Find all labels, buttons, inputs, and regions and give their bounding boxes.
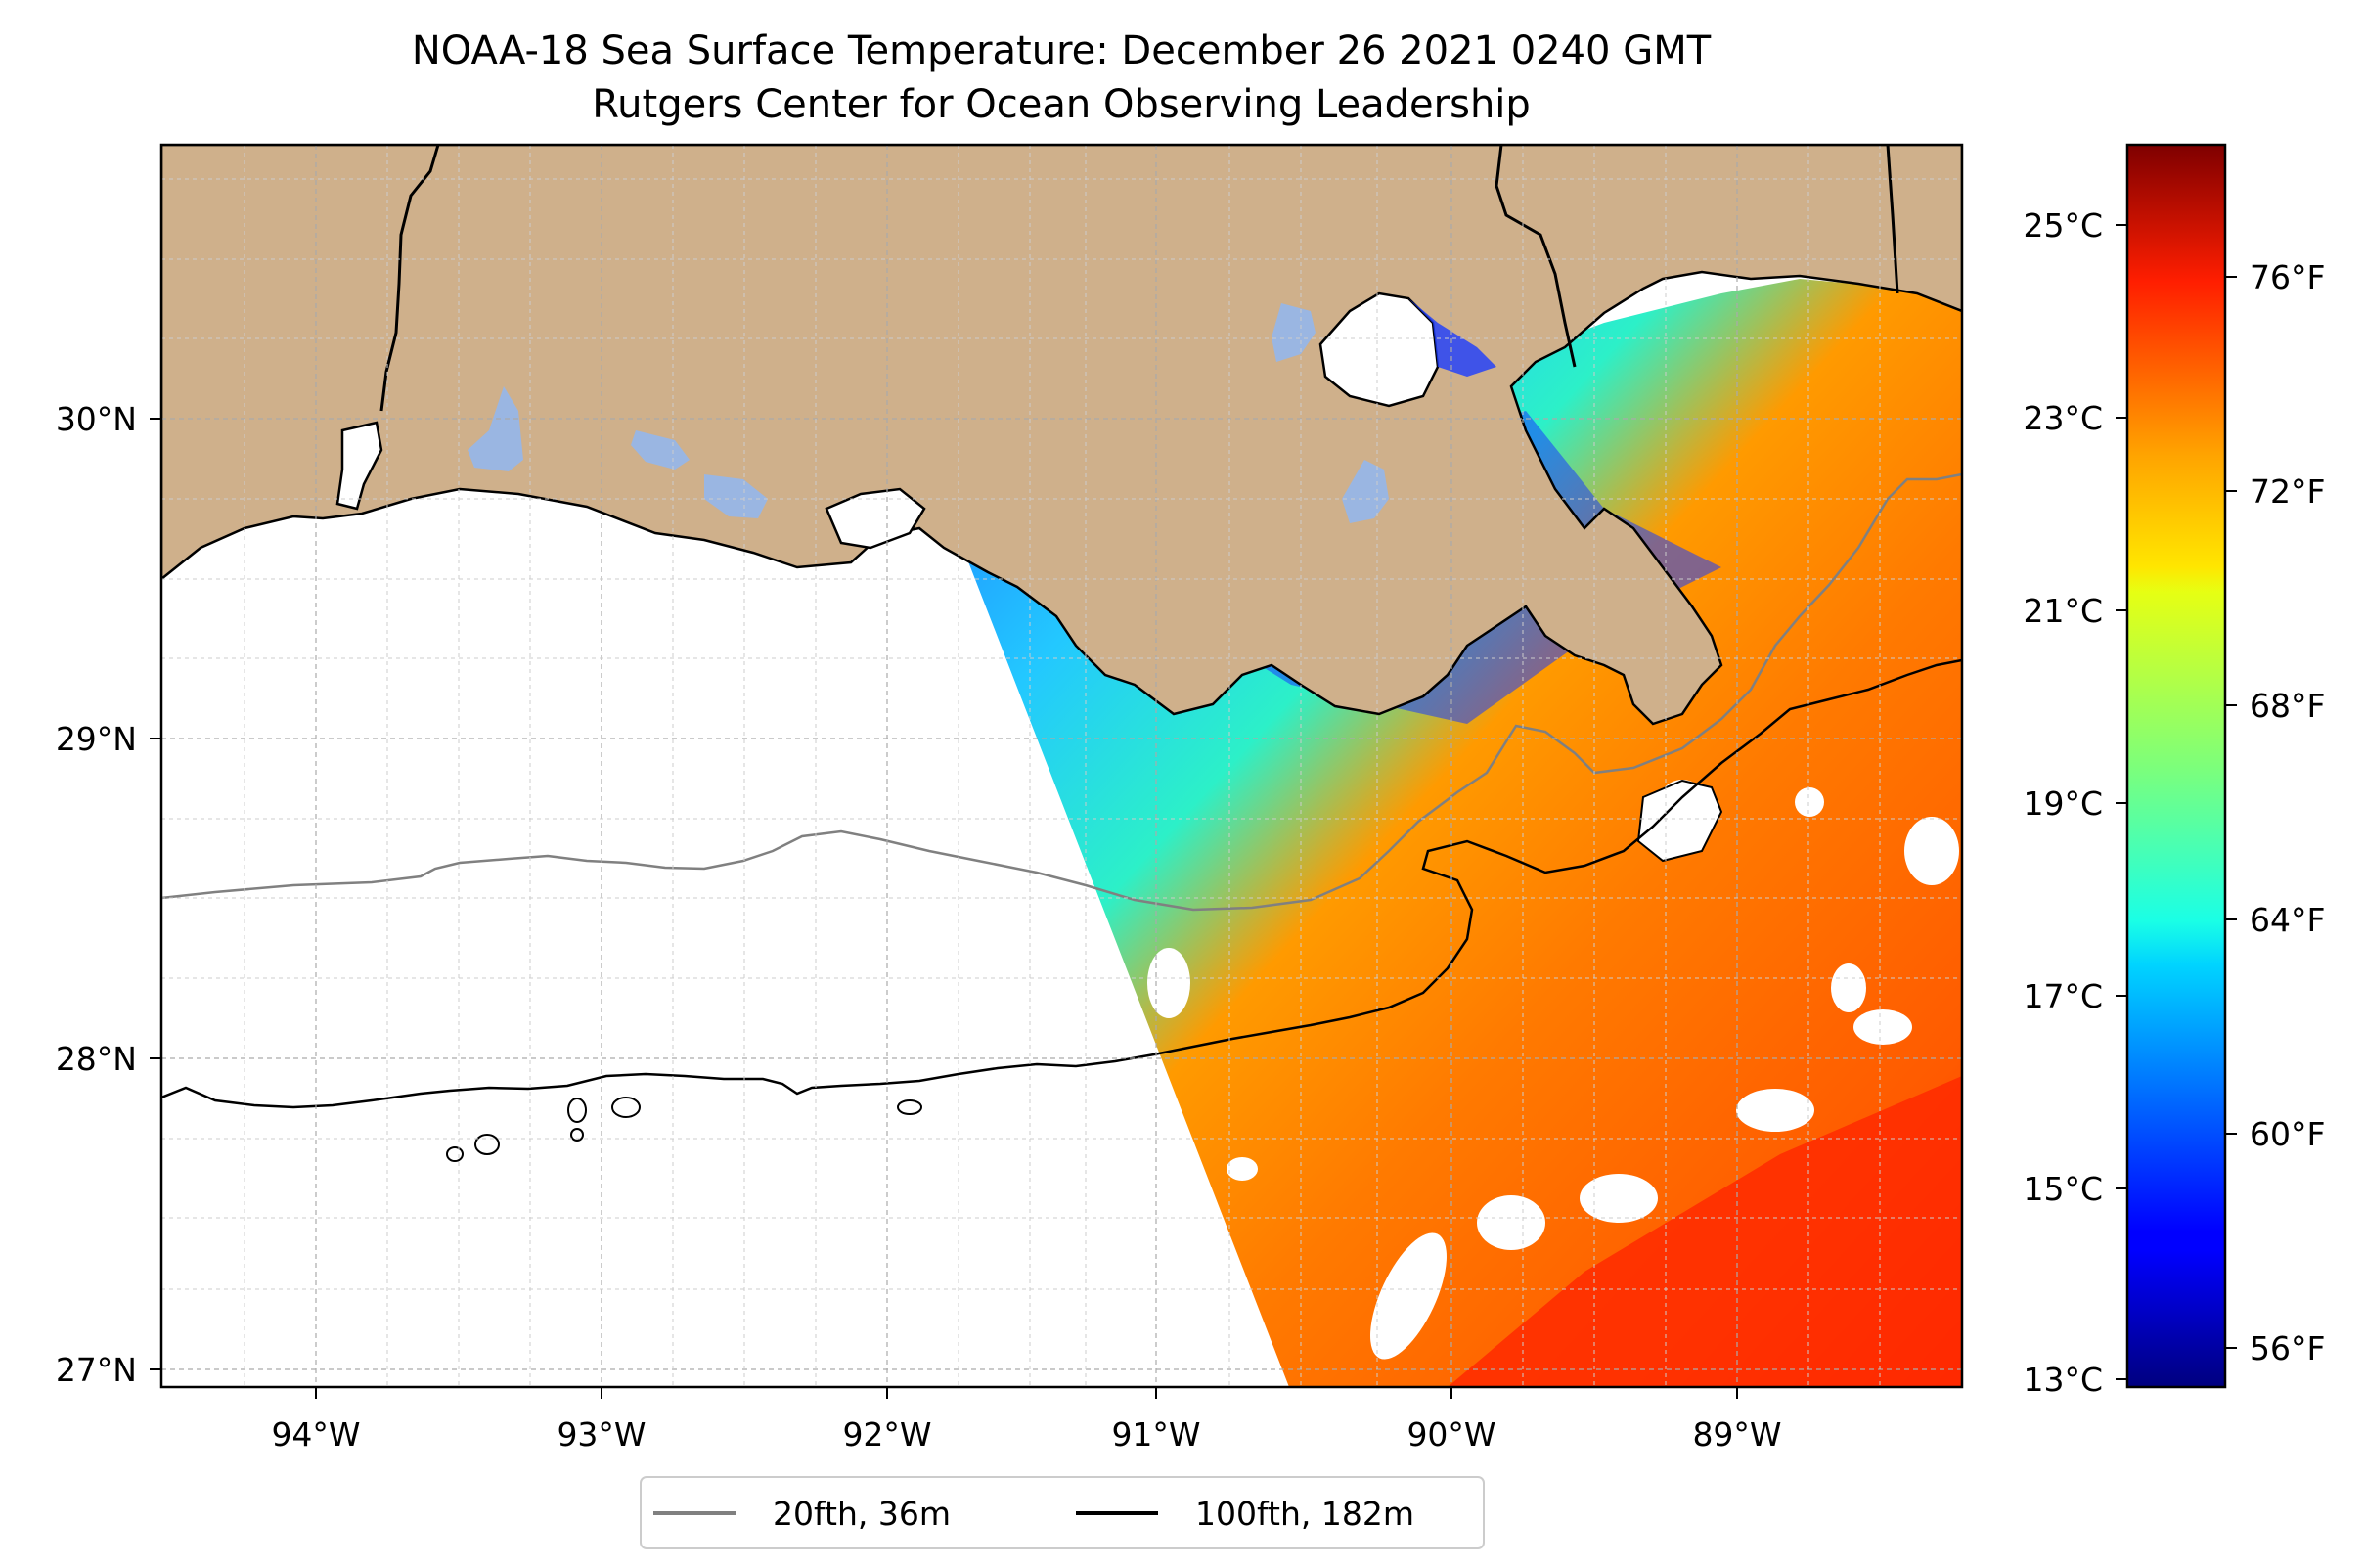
- legend: 20fth, 36m 100fth, 182m: [640, 1476, 1485, 1549]
- lat-tick-label: 30°N: [56, 400, 137, 438]
- celsius-tick-label: 19°C: [2023, 784, 2103, 823]
- land-area: [161, 145, 1962, 726]
- calcasieu-lake: [335, 421, 383, 511]
- colorbar-fahrenheit-labels: 76°F 72°F 68°F 64°F 60°F 56°F: [2250, 258, 2325, 1367]
- lon-tick-label: 92°W: [842, 1415, 931, 1454]
- lon-tick-label: 90°W: [1406, 1415, 1495, 1454]
- lat-tick-label: 29°N: [56, 720, 137, 758]
- colorbar: [2125, 143, 2227, 1389]
- chart-title: NOAA-18 Sea Surface Temperature: Decembe…: [412, 28, 1712, 73]
- lat-tick-label: 28°N: [56, 1040, 137, 1078]
- lat-tick-label: 27°N: [56, 1351, 137, 1389]
- map-frame: [159, 143, 1964, 1389]
- celsius-tick-label: 23°C: [2023, 399, 2103, 437]
- legend-box: [640, 1476, 1485, 1549]
- lat-tick-labels: 30°N 29°N 28°N 27°N: [56, 400, 137, 1389]
- gridlines-minor: [161, 145, 1962, 1387]
- river-line: [1495, 145, 1577, 368]
- bank-contours: [446, 1097, 922, 1162]
- fahrenheit-tick-label: 72°F: [2250, 472, 2325, 511]
- barataria-bay: [1636, 779, 1723, 863]
- lon-tick-label: 91°W: [1111, 1415, 1200, 1454]
- fahrenheit-tick-label: 56°F: [2250, 1329, 2325, 1367]
- isobath-100fth: [161, 658, 1962, 1109]
- celsius-tick-label: 17°C: [2023, 977, 2103, 1015]
- legend-label-20fth: 20fth, 36m: [773, 1495, 951, 1533]
- state-boundary-east: [1886, 145, 1899, 294]
- fahrenheit-tick-label: 76°F: [2250, 258, 2325, 296]
- fahrenheit-tick-label: 68°F: [2250, 687, 2325, 725]
- chart-subtitle: Rutgers Center for Ocean Observing Leade…: [592, 82, 1531, 127]
- lon-tick-label: 94°W: [271, 1415, 360, 1454]
- colorbar-fahrenheit-ticks: [2225, 276, 2237, 1349]
- lake-pontchartrain-cold: [1408, 298, 1496, 377]
- celsius-tick-label: 13°C: [2023, 1361, 2103, 1399]
- colorbar-celsius-labels: 25°C 23°C 21°C 19°C 17°C 15°C 13°C: [2023, 206, 2103, 1399]
- map-area: [161, 145, 1962, 1387]
- fahrenheit-tick-label: 60°F: [2250, 1115, 2325, 1153]
- axis-ticks: [150, 418, 1738, 1399]
- celsius-tick-label: 15°C: [2023, 1170, 2103, 1208]
- fahrenheit-tick-label: 64°F: [2250, 901, 2325, 939]
- sst-warm-core: [1448, 1076, 1962, 1387]
- lon-tick-label: 89°W: [1692, 1415, 1781, 1454]
- vermilion-bay: [825, 487, 926, 550]
- celsius-tick-label: 25°C: [2023, 206, 2103, 245]
- gridlines: [161, 145, 1962, 1387]
- celsius-tick-label: 21°C: [2023, 592, 2103, 630]
- cloud-gaps: [1147, 780, 1959, 1360]
- legend-label-100fth: 100fth, 182m: [1195, 1495, 1414, 1533]
- colorbar-celsius-ticks: [2116, 224, 2127, 1380]
- isobath-20fth: [161, 472, 1962, 912]
- lon-tick-label: 93°W: [557, 1415, 646, 1454]
- lon-tick-labels: 94°W 93°W 92°W 91°W 90°W 89°W: [271, 1415, 1781, 1454]
